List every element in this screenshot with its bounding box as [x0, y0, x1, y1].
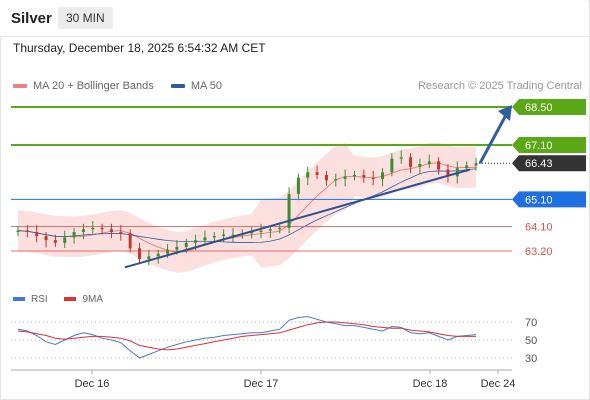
legend-item-rsi: RSI — [13, 294, 48, 305]
level-label-64-10: 64.10 — [525, 222, 553, 234]
legend-item-ma50: MA 50 — [170, 80, 223, 92]
candle-body — [184, 242, 188, 247]
candle-body — [446, 169, 450, 177]
candle-body — [315, 172, 319, 175]
candle-body — [343, 176, 347, 179]
legend-label-9ma: 9MA — [82, 294, 104, 305]
candle-body — [175, 246, 179, 250]
legend-label-rsi: RSI — [31, 294, 48, 305]
level-tag-65-10 — [512, 191, 586, 208]
rsi-line — [17, 316, 477, 359]
candle-body — [371, 177, 375, 179]
candle-body — [212, 236, 216, 238]
candle-body — [474, 163, 478, 166]
candle-body — [222, 234, 226, 237]
candle-body — [250, 231, 254, 234]
chart-header: Silver 30 MIN — [0, 0, 588, 37]
level-tag-68-50 — [512, 99, 586, 115]
candle-body — [35, 231, 39, 237]
legend-label-ma50: MA 50 — [190, 80, 223, 92]
candle-body — [334, 179, 338, 181]
candle-body — [418, 164, 422, 167]
legend-swatch-9ma — [64, 297, 77, 302]
candle-body — [147, 256, 151, 260]
candle-body — [324, 174, 328, 181]
candle-body — [409, 157, 413, 167]
candle-body — [259, 230, 263, 232]
projection-arrow-head — [498, 105, 512, 121]
datetime-label: Thursday, December 18, 2025 6:54:32 AM C… — [13, 41, 266, 55]
candle-body — [465, 165, 469, 169]
level-label-63-20: 63.20 — [525, 246, 553, 258]
legend-item-9ma: 9MA — [64, 294, 103, 305]
candle-body — [231, 234, 235, 236]
candle-body — [91, 227, 95, 230]
candle-body — [194, 240, 198, 243]
candle-body — [16, 230, 20, 232]
rsi-tick-50: 50 — [525, 335, 537, 347]
candle-body — [203, 237, 207, 241]
candle-body — [25, 230, 29, 232]
main-legend: MA 20 + Bollinger Bands MA 50 — [13, 80, 236, 92]
level-label-65-10: 65.10 — [525, 194, 553, 206]
level-label-67-10: 67.10 — [525, 140, 553, 152]
candle-body — [119, 231, 123, 234]
candle-body — [287, 193, 291, 228]
candle-body — [53, 240, 57, 243]
candle-body — [72, 231, 76, 238]
candle-body — [81, 229, 85, 232]
candle-body — [128, 233, 132, 249]
symbol-title: Silver — [11, 10, 52, 27]
credit-text: Research © 2025 Trading Central — [417, 80, 582, 92]
candle-body — [427, 161, 431, 165]
projection-arrow — [478, 114, 508, 164]
legend-swatch-bollinger — [13, 84, 27, 89]
candle-body — [166, 249, 170, 254]
x-tick-label: Dec 16 — [75, 378, 110, 390]
candle-body — [278, 227, 282, 230]
candle-body — [352, 174, 356, 177]
candle-body — [109, 229, 113, 232]
level-tag-66-43 — [512, 155, 586, 172]
x-tick-label: Dec 17 — [244, 378, 279, 390]
trendline-support — [124, 168, 471, 269]
candle-body — [381, 172, 385, 179]
candle-body — [156, 253, 160, 257]
rsi-legend: RSI 9MA — [13, 294, 117, 305]
level-tag-67-10 — [512, 137, 586, 154]
candle-body — [362, 174, 366, 178]
candle-body — [268, 229, 272, 231]
level-label-66-43: 66.43 — [525, 158, 553, 170]
legend-swatch-rsi — [13, 297, 25, 302]
ma50-line — [17, 168, 477, 243]
rsi-9ma-line — [17, 321, 476, 351]
legend-label-bollinger: MA 20 + Bollinger Bands — [33, 80, 154, 92]
candle-body — [437, 161, 441, 170]
x-tick-label: Dec 18 — [413, 378, 448, 390]
candle-body — [44, 236, 48, 241]
candle-body — [399, 157, 403, 159]
candle-body — [100, 227, 104, 230]
candle-body — [138, 248, 142, 260]
candle-body — [63, 237, 67, 243]
x-tick-label: Dec 24 — [481, 378, 516, 390]
ma20-line — [17, 162, 477, 253]
candle-body — [306, 172, 310, 178]
legend-item-bollinger: MA 20 + Bollinger Bands — [13, 80, 154, 92]
legend-swatch-ma50 — [170, 84, 185, 89]
candle-body — [390, 158, 394, 173]
bollinger-band — [18, 142, 476, 273]
timeframe-badge[interactable]: 30 MIN — [58, 7, 113, 29]
candle-body — [296, 177, 300, 194]
rsi-tick-70: 70 — [525, 317, 537, 329]
rsi-tick-30: 30 — [525, 353, 537, 365]
level-label-68-50: 68.50 — [525, 102, 553, 114]
